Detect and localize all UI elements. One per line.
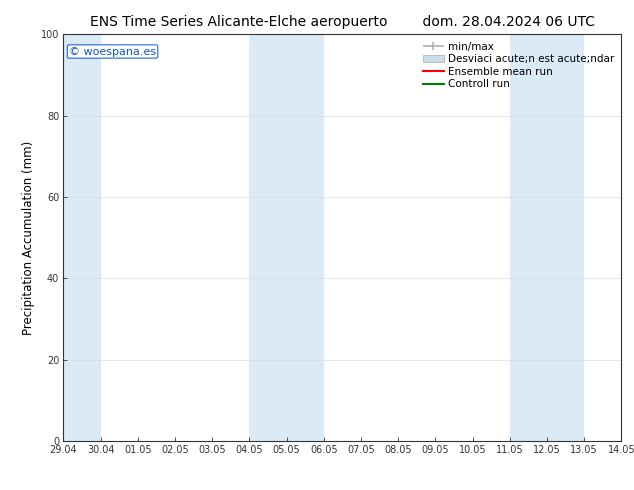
- Bar: [63, 34, 101, 441]
- Title: ENS Time Series Alicante-Elche aeropuerto        dom. 28.04.2024 06 UTC: ENS Time Series Alicante-Elche aeropuert…: [90, 15, 595, 29]
- Y-axis label: Precipitation Accumulation (mm): Precipitation Accumulation (mm): [22, 141, 36, 335]
- Bar: [249, 34, 324, 441]
- Legend: min/max, Desviaci acute;n est acute;ndar, Ensemble mean run, Controll run: min/max, Desviaci acute;n est acute;ndar…: [418, 37, 618, 94]
- Bar: [510, 34, 584, 441]
- Text: © woespana.es: © woespana.es: [69, 47, 156, 56]
